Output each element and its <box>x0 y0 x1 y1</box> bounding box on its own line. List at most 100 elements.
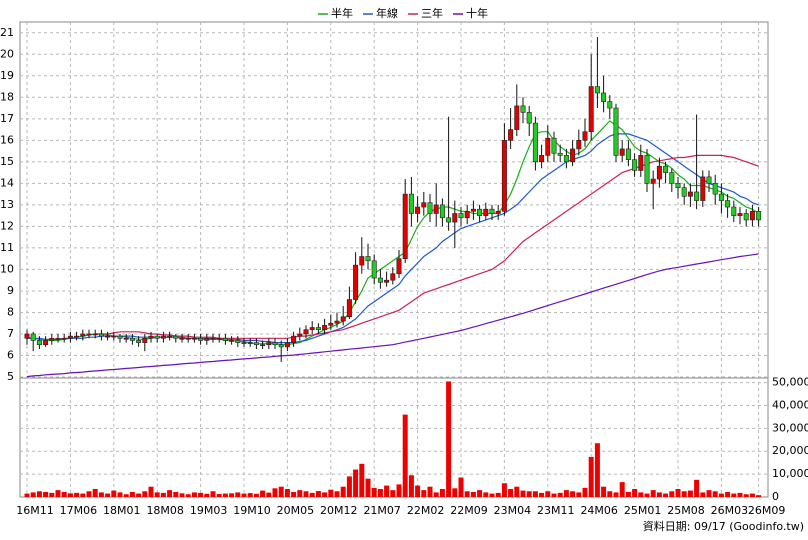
candle-body <box>694 191 700 201</box>
volume-bar <box>322 492 328 497</box>
x-tick-label: 24M06 <box>580 504 618 517</box>
candle-body <box>210 337 216 340</box>
candle-body <box>49 337 55 341</box>
volume-bar <box>625 491 631 497</box>
candle-body <box>594 86 600 94</box>
volume-bar <box>74 492 80 497</box>
y-tick-label: 17 <box>0 112 14 125</box>
volume-bar <box>501 483 507 497</box>
volume-bar <box>123 494 129 497</box>
volume-bar <box>563 490 569 497</box>
volume-bar <box>743 494 749 497</box>
candle-body <box>557 152 563 156</box>
candle-body <box>191 337 197 340</box>
x-tick-label: 19M03 <box>190 504 228 517</box>
x-tick-label: 25M01 <box>624 504 662 517</box>
x-tick-label: 21M07 <box>363 504 401 517</box>
volume-bar <box>204 493 210 497</box>
volume-bar <box>396 484 402 497</box>
candle-body <box>477 208 483 216</box>
volume-bar <box>67 493 73 497</box>
candle-body <box>322 325 328 330</box>
volume-bar <box>539 492 545 497</box>
candle-body <box>669 172 675 184</box>
volume-bar <box>49 492 55 497</box>
volume-bar <box>427 486 433 497</box>
candle-body <box>433 204 439 214</box>
volume-bar <box>136 493 142 497</box>
volume-bar <box>346 476 352 497</box>
volume-bar <box>30 492 36 497</box>
candle-body <box>452 213 458 223</box>
candle-body <box>229 340 235 342</box>
candle-body <box>86 333 92 336</box>
candle-body <box>105 335 111 338</box>
x-tick-label: 23M11 <box>537 504 575 517</box>
volume-bar <box>749 493 755 497</box>
y-tick-label: 5 <box>7 370 14 383</box>
candle-body <box>241 342 247 344</box>
candle-body <box>607 101 613 109</box>
y-tick-label: 12 <box>0 219 14 232</box>
candle-body <box>284 342 290 348</box>
volume-bar <box>582 487 588 497</box>
y-tick-label: 15 <box>0 155 14 168</box>
volume-bar <box>303 491 309 497</box>
y-tick-label: 9 <box>7 284 14 297</box>
candle-body <box>613 107 619 156</box>
candle-body <box>687 191 693 197</box>
volume-bar <box>278 486 284 497</box>
candle-body <box>458 213 464 219</box>
candle-body <box>501 140 507 212</box>
candle-body <box>179 337 185 340</box>
volume-bar <box>315 491 321 497</box>
candle-body <box>303 329 309 335</box>
volume-bar <box>446 381 452 497</box>
candle-body <box>749 211 755 221</box>
volume-bar <box>613 492 619 497</box>
candle-body <box>160 335 166 339</box>
candle-body <box>260 344 266 347</box>
volume-bar <box>334 491 340 497</box>
volume-bar <box>309 492 315 497</box>
volume-bar <box>545 491 551 497</box>
candle-body <box>638 155 644 171</box>
volume-bar <box>495 492 501 497</box>
candle-body <box>656 165 662 180</box>
candle-body <box>396 258 402 275</box>
candle-body <box>67 335 73 339</box>
y-tick-label: 10,000 <box>772 467 808 480</box>
candle-body <box>371 260 377 279</box>
source-note: 資料日期: 09/17 (Goodinfo.tw) <box>643 519 804 533</box>
y-tick-label: 14 <box>0 176 14 189</box>
volume-bar <box>408 475 414 497</box>
candle-body <box>24 333 30 339</box>
volume-bar <box>439 488 445 497</box>
volume-bar <box>154 492 160 497</box>
candle-body <box>712 183 718 195</box>
volume-bar <box>477 490 483 497</box>
volume-bar <box>272 488 278 497</box>
volume-bar <box>470 491 476 497</box>
candle-body <box>570 148 576 163</box>
candle-body <box>495 211 501 214</box>
candle-body <box>129 337 135 341</box>
candle-body <box>315 327 321 330</box>
candle-body <box>148 335 154 339</box>
candle-body <box>80 333 86 337</box>
candle-body <box>334 320 340 324</box>
candle-body <box>55 337 61 340</box>
y-tick-label: 11 <box>0 241 14 254</box>
volume-bar <box>601 486 607 497</box>
candle-body <box>421 202 427 208</box>
candle-body <box>222 337 228 341</box>
volume-bar <box>588 456 594 497</box>
candle-body <box>415 206 421 214</box>
candle-body <box>619 148 625 156</box>
volume-bar <box>669 491 675 497</box>
x-tick-label: 23M04 <box>494 504 532 517</box>
volume-bar <box>489 493 495 497</box>
volume-bar <box>167 490 173 497</box>
volume-bar <box>260 490 266 497</box>
volume-bar <box>421 490 427 497</box>
